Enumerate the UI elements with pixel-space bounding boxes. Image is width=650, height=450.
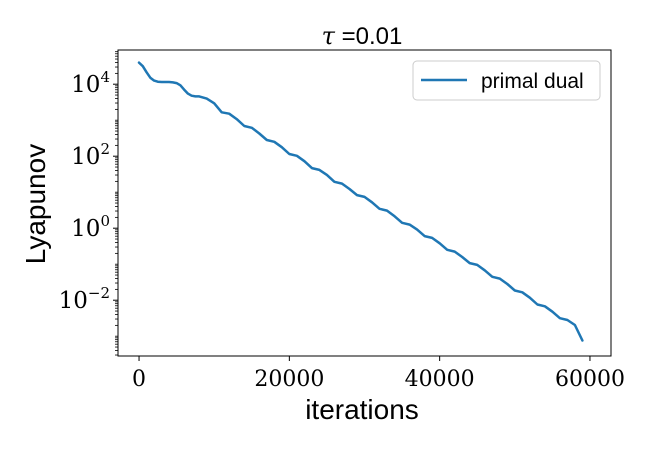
y-tick-power: 2 [100,140,110,158]
chart-title: τ =0.01 [322,22,403,50]
series-line-0 [137,61,584,342]
y-tick-base: 10 [71,72,100,98]
x-axis-label: iterations [305,394,419,425]
y-tick-base: 10 [71,216,100,242]
x-tick-label: 0 [132,367,146,392]
y-tick-power: 0 [100,212,110,230]
y-tick-power: −2 [88,284,110,302]
x-tick-label: 20000 [254,367,324,392]
plot-series [137,61,584,342]
x-tick-label: 40000 [405,367,475,392]
legend-frame [412,60,601,101]
y-axis-label: Lyapunov [20,144,51,264]
x-axis-ticks: 0 20000 40000 60000 [132,356,625,392]
legend: primal dual [412,60,601,101]
y-tick-label: 100 [71,212,110,242]
y-tick-power: 4 [100,68,110,86]
y-tick-label: 104 [71,68,110,98]
x-tick-label: 60000 [555,367,625,392]
y-tick-label: 102 [71,140,110,170]
y-tick-base: 10 [71,144,100,170]
legend-label-primal-dual: primal dual [481,70,584,93]
y-tick-base: 10 [59,288,88,314]
y-tick-label: 10−2 [59,284,110,314]
